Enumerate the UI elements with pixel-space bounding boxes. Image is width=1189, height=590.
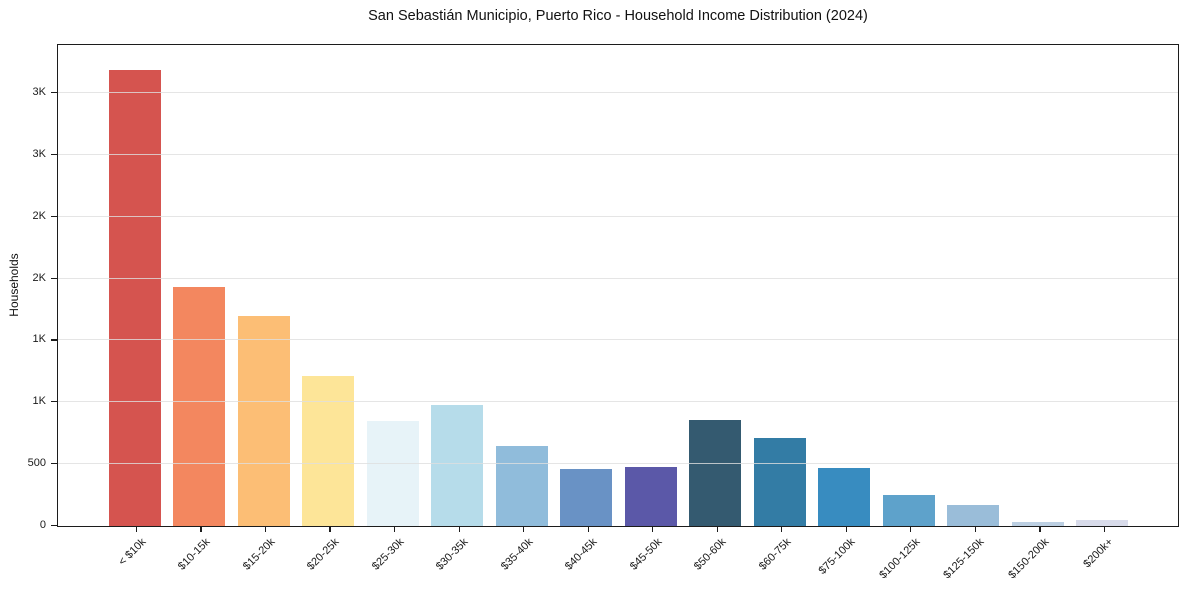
x-tick-mark [587,527,589,532]
y-tick-label: 3K [32,147,46,160]
x-tick-mark [200,527,202,532]
y-tick-label: 2K [32,271,46,284]
x-tick-mark [394,527,396,532]
x-tick-mark [1103,527,1106,532]
y-tick-mark [51,401,57,403]
x-tick-mark [264,527,267,532]
bar-$45-50k [624,466,677,526]
bar-$200k+ [1076,519,1129,526]
bar-$100-125k [882,495,935,526]
y-tick-mark [51,153,57,156]
y-tick-mark [51,277,57,279]
bar-$75-100k [818,467,871,526]
plot-area [57,44,1179,527]
x-tick-mark [135,527,138,532]
bar-$60-75k [753,438,806,526]
y-tick-label: 1K [32,333,46,346]
y-tick-label: 2K [32,209,46,222]
x-tick-mark [458,527,460,532]
x-tick-mark [652,527,654,532]
y-tick-mark [51,215,57,217]
y-tick-mark [51,92,57,94]
y-tick-mark [51,525,57,527]
x-tick-mark [523,527,525,532]
bar-$50-60k [689,420,742,526]
bar-$35-40k [495,446,548,526]
bar-$10-15k [173,287,226,526]
x-tick-mark [845,527,847,532]
y-tick-label: 0 [39,519,46,531]
bar-$125-150k [947,504,1000,526]
x-tick-mark [974,527,976,532]
bar-$150-200k [1011,521,1064,526]
x-tick-mark [329,527,331,532]
x-tick-mark [781,527,783,532]
x-tick-mark [716,527,718,532]
chart-title: San Sebastián Municipio, Puerto Rico - H… [368,8,868,24]
gridline [58,277,1178,279]
y-tick-label: 1K [32,395,46,408]
bar-$25-30k [366,420,419,526]
gridline [58,153,1178,155]
y-tick-mark [51,463,57,465]
y-tick-mark [51,339,57,341]
gridline [58,401,1178,403]
y-tick-label: 500 [27,457,46,470]
bar-$20-25k [302,376,355,526]
x-tick-mark [1039,527,1041,532]
gridline [58,339,1178,341]
bar-$15-20k [237,315,290,526]
x-tick-mark [910,527,912,532]
bar-$30-35k [431,404,484,526]
gridline [58,92,1178,93]
gridline [58,215,1178,217]
y-tick-label: 3K [32,86,46,98]
bar-$40-45k [560,469,613,526]
bar-< $10k [108,70,161,526]
y-axis-label: Households [7,253,21,317]
gridline [58,463,1178,465]
x-tick-label: < $10k [115,536,148,569]
